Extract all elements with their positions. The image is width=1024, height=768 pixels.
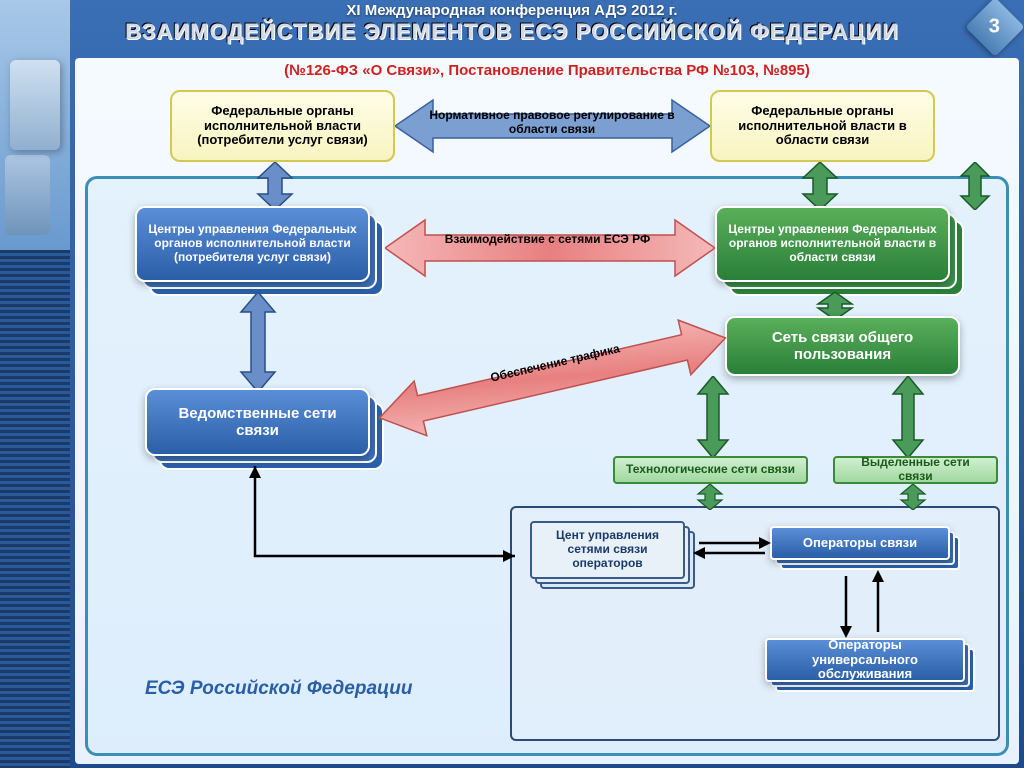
interaction-label: Взаимодействие с сетями ЕСЭ РФ [440,232,655,246]
arrow-ctrl-to-dept-left [233,292,283,392]
arrow-operators-to-universal [833,570,893,638]
fed-comm-box: Федеральные органы исполнительной власти… [710,90,935,162]
diagram-canvas: (№126-ФЗ «О Связи», Постановление Правит… [75,58,1019,764]
public-net-box: Сеть связи общего пользования [725,316,960,376]
subtitle: (№126-ФЗ «О Связи», Постановление Правит… [75,62,1019,79]
arrow-dedicated-to-inner [893,484,933,510]
universal-stack: Операторы универсального обслуживания [765,638,965,682]
ctrl-consumer-stack: Центры управления Федеральных органов ис… [135,206,370,282]
header: XI Международная конференция АДЭ 2012 г.… [0,0,1024,58]
arrow-public-to-dedicated [885,376,931,458]
arrow-comm-to-fed [955,162,995,210]
op-ctrl-stack: Цент управления сетями связи операторов [530,521,685,579]
arrow-traffic [375,318,730,438]
arrow-opctrl-to-operators [693,536,771,560]
left-decoration [0,0,70,768]
fed-consumer-box: Федеральные органы исполнительной власти… [170,90,395,162]
dept-net-stack: Ведомственные сети связи [145,388,370,456]
arrow-fed-to-ctrl-right [795,162,845,210]
tech-net-box: Технологические сети связи [613,456,808,484]
dedicated-net-box: Выделенные сети связи [833,456,998,484]
arrow-interaction [385,218,715,278]
arrow-tech-to-inner [690,484,730,510]
ctrl-comm-stack: Центры управления Федеральных органов ис… [715,206,950,282]
arrow-public-to-tech [690,376,736,458]
conference-line: XI Международная конференция АДЭ 2012 г. [0,2,1024,19]
regulation-label: Нормативное правовое регулирование в обл… [427,108,677,136]
arrow-fed-to-ctrl-left [250,162,300,210]
ese-caption: ЕСЭ Российской Федерации [145,678,413,700]
title-line: ВЗАИМОДЕЙСТВИЕ ЭЛЕМЕНТОВ ЕСЭ РОССИЙСКОЙ … [0,19,1024,45]
arrow-deptnet-to-inner [245,466,525,596]
operators-stack: Операторы связи [770,526,950,560]
